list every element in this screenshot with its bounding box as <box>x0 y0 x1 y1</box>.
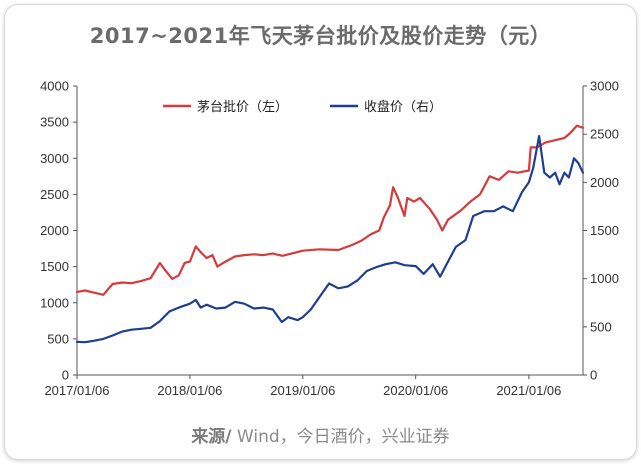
legend-label: 茅台批价（左） <box>197 100 288 115</box>
right-tick-label: 0 <box>590 368 597 383</box>
x-tick-label: 2018/01/06 <box>157 383 222 398</box>
left-tick-label: 2500 <box>40 187 69 202</box>
right-tick-label: 500 <box>590 319 612 334</box>
left-tick-label: 4000 <box>40 79 69 94</box>
left-tick-label: 3000 <box>40 151 69 166</box>
left-tick-label: 1500 <box>40 259 69 274</box>
chart-legend: 茅台批价（左） 收盘价（右） <box>163 99 442 115</box>
x-tick-label: 2017/01/06 <box>44 383 109 398</box>
x-tick-label: 2019/01/06 <box>270 383 335 398</box>
series-line-closing-price <box>75 135 585 344</box>
chart-title: 2017~2021年飞天茅台批价及股价走势（元） <box>89 24 552 48</box>
chart-series <box>75 124 585 344</box>
left-tick-label: 3500 <box>40 115 69 130</box>
source-label: 来源/ <box>191 427 232 447</box>
series-line-wholesale-price <box>75 124 585 296</box>
source-note: 来源/ Wind，今日酒价，兴业证券 <box>0 422 641 447</box>
chart-axes: 0 500 1000 1500 2000 2500 3000 3500 4000 0 500 1000… <box>40 79 619 399</box>
right-tick-label: 1000 <box>590 271 619 286</box>
left-tick-label: 1000 <box>40 295 69 310</box>
left-tick-label: 2000 <box>40 223 69 238</box>
right-tick-label: 2500 <box>590 127 619 142</box>
x-tick-label: 2021/01/06 <box>496 383 561 398</box>
legend-label: 收盘价（右） <box>364 99 442 115</box>
source-text: Wind，今日酒价，兴业证券 <box>231 427 450 447</box>
left-tick-label: 500 <box>47 331 69 346</box>
right-tick-label: 3000 <box>590 79 619 94</box>
right-tick-label: 1500 <box>590 223 619 238</box>
x-tick-label: 2020/01/06 <box>383 383 448 398</box>
right-tick-label: 2000 <box>590 175 619 190</box>
chart-card <box>4 4 637 460</box>
left-tick-label: 0 <box>62 368 69 383</box>
